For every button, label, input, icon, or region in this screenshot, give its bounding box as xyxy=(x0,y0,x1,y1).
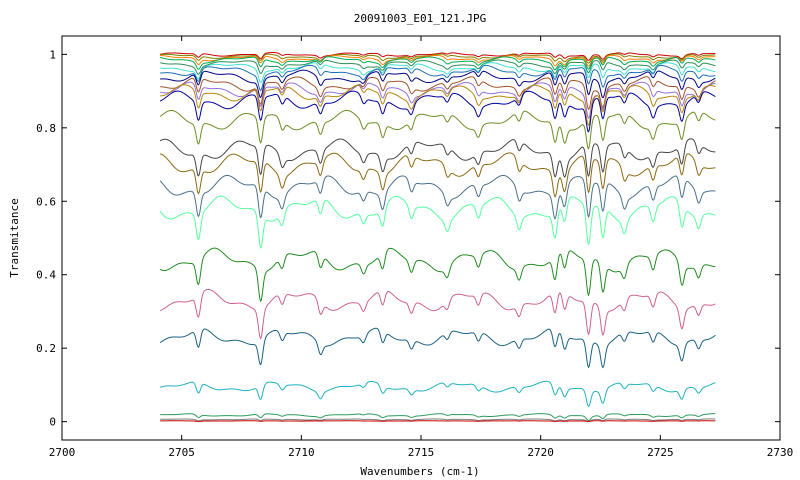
y-tick-label: 0.4 xyxy=(36,269,56,282)
x-tick-label: 2700 xyxy=(49,446,76,459)
y-tick-label: 0.6 xyxy=(36,195,56,208)
series-line xyxy=(159,195,716,249)
series-line xyxy=(160,420,716,422)
series-line xyxy=(159,109,716,150)
x-tick-label: 2715 xyxy=(408,446,435,459)
x-axis-ticks: 2700 2705 2710 2715 2720 2725 2730 xyxy=(49,36,794,459)
series-line xyxy=(160,76,716,111)
series-line xyxy=(159,288,716,340)
series-line xyxy=(159,138,716,178)
series-line xyxy=(159,327,716,369)
series-line xyxy=(160,84,716,127)
chart-title: 20091003_E01_121.JPG xyxy=(354,12,486,25)
y-axis-ticks: 0 0.2 0.4 0.6 0.8 1 xyxy=(36,48,780,429)
x-axis-label: Wavenumbers (cm-1) xyxy=(360,465,479,478)
x-tick-label: 2725 xyxy=(647,446,674,459)
y-tick-label: 0.8 xyxy=(36,122,56,135)
x-tick-label: 2720 xyxy=(527,446,554,459)
series-line xyxy=(159,90,716,133)
x-tick-label: 2705 xyxy=(168,446,195,459)
y-axis-label: Transmitance xyxy=(8,198,21,277)
series-line xyxy=(160,54,716,67)
series-line xyxy=(160,81,716,120)
series-line xyxy=(160,62,716,84)
x-tick-label: 2710 xyxy=(288,446,315,459)
y-tick-label: 0.2 xyxy=(36,342,56,355)
series-line xyxy=(159,247,716,303)
series-group xyxy=(159,52,716,422)
series-line xyxy=(160,418,716,422)
y-tick-label: 1 xyxy=(49,48,56,61)
series-line xyxy=(160,53,716,64)
x-tick-label: 2730 xyxy=(767,446,794,459)
series-line xyxy=(160,152,716,198)
series-line xyxy=(159,174,716,220)
series-line xyxy=(160,413,716,422)
y-tick-label: 0 xyxy=(49,416,56,429)
series-line xyxy=(160,69,716,99)
series-line xyxy=(160,59,716,75)
series-line xyxy=(160,56,716,71)
series-line xyxy=(159,380,716,408)
series-line xyxy=(160,52,716,61)
series-line xyxy=(160,64,716,92)
